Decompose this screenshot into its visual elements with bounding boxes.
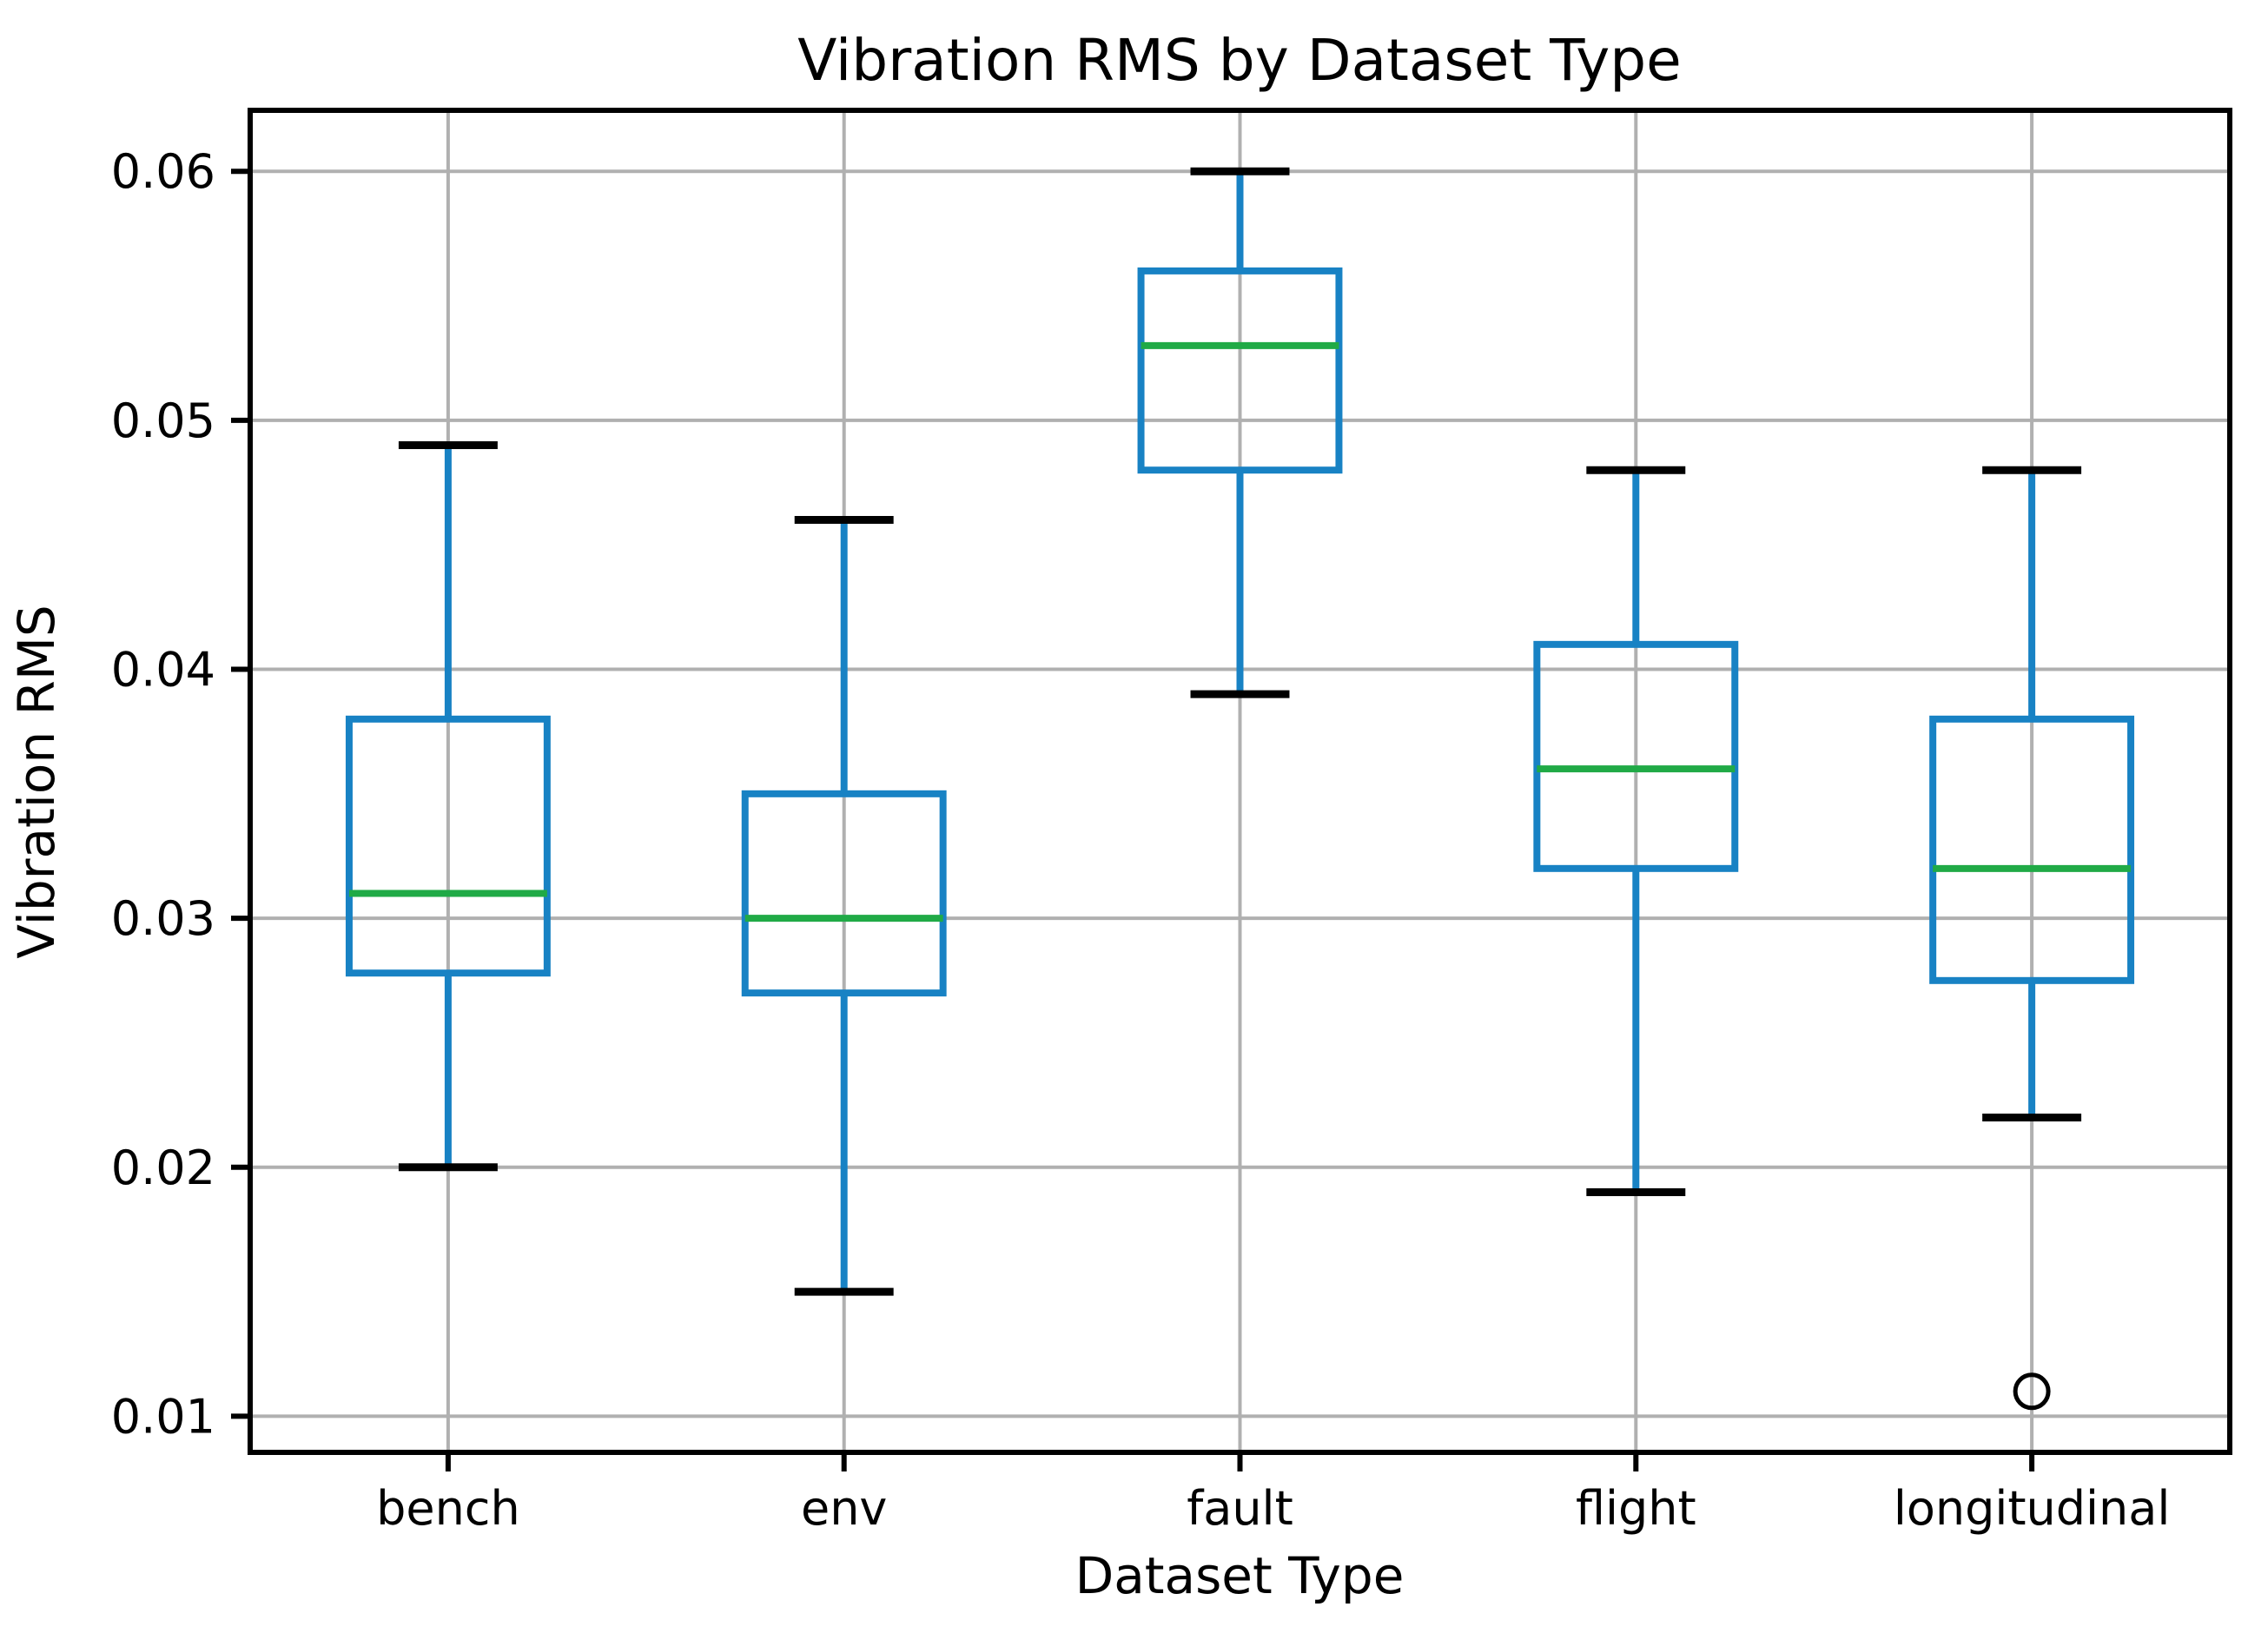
box-fault: [1137, 267, 1343, 474]
box-flight: [1533, 640, 1739, 872]
box-env: [741, 790, 947, 997]
y-tick-label: 0.05: [111, 393, 215, 448]
outlier-longitudinal: [2013, 1372, 2051, 1411]
y-tick-label: 0.04: [111, 643, 215, 698]
x-tick-label: fault: [1187, 1481, 1293, 1536]
y-axis-label: Vibration RMS: [7, 605, 66, 958]
boxes-layer: [345, 167, 2135, 1411]
x-tick-label: longitudinal: [1894, 1481, 2171, 1536]
x-tick-label: flight: [1576, 1481, 1696, 1536]
y-tick-label: 0.06: [111, 144, 215, 199]
y-tick-label: 0.01: [111, 1389, 215, 1444]
x-tick-label: env: [801, 1481, 887, 1536]
box-longitudinal: [1929, 715, 2135, 984]
x-axis-label: Dataset Type: [1075, 1546, 1405, 1605]
x-tick-label: bench: [376, 1481, 520, 1536]
chart-title: Vibration RMS by Dataset Type: [797, 27, 1682, 94]
axes-layer: 0.01 0.02 0.03 0.04 0.05 0.06 bench env fault fli…: [111, 108, 2232, 1536]
box-bench: [345, 715, 551, 977]
y-tick-label: 0.02: [111, 1141, 215, 1195]
y-tick-label: 0.03: [111, 891, 215, 946]
